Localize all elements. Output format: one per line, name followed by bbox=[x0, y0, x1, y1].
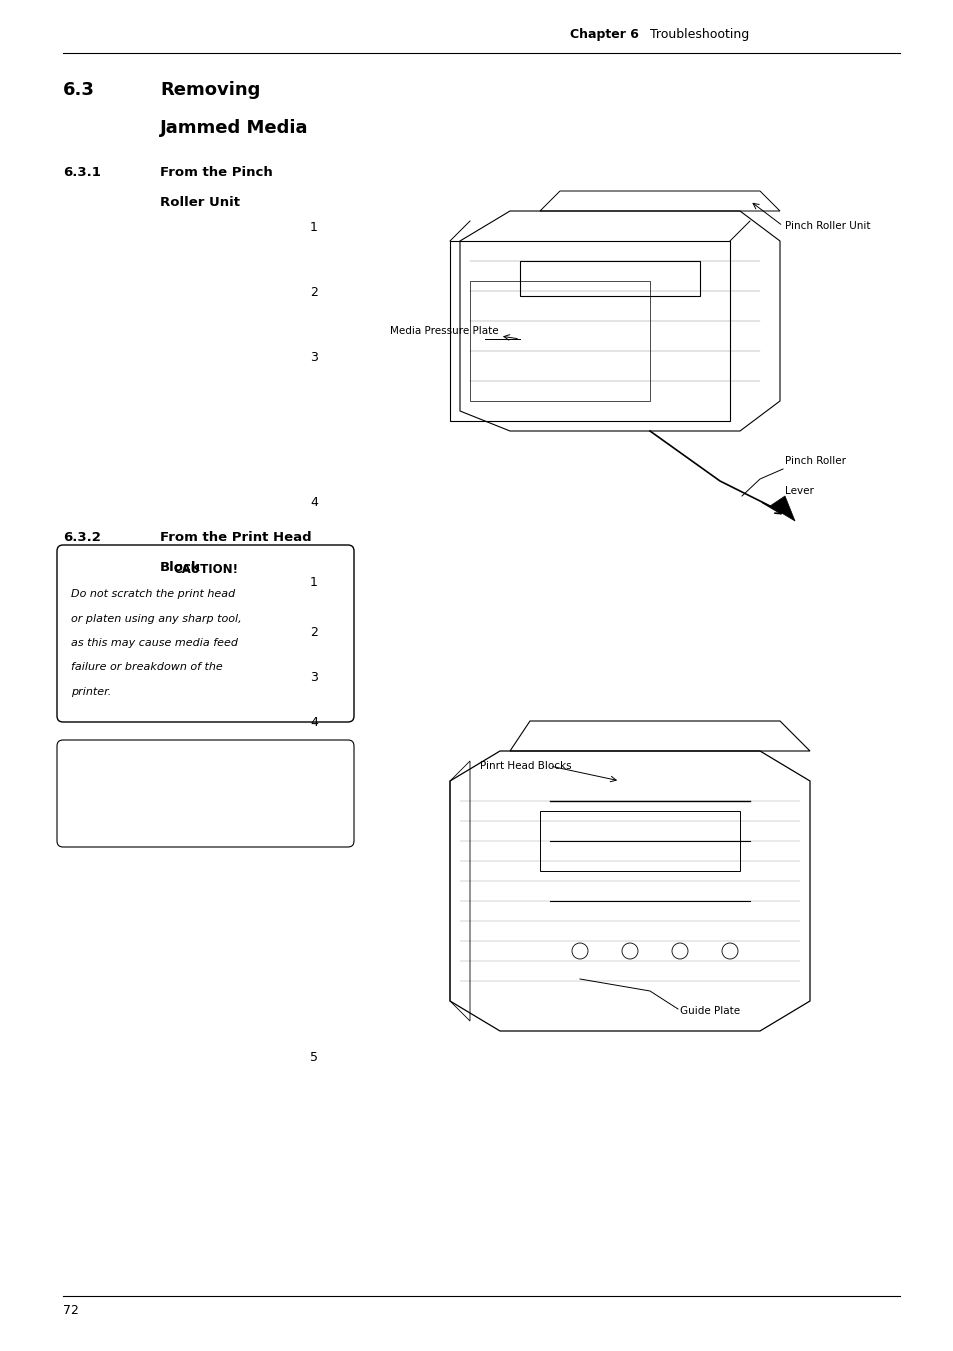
Text: Do not scratch the print head: Do not scratch the print head bbox=[71, 589, 235, 598]
Text: Block: Block bbox=[160, 561, 200, 574]
Text: as this may cause media feed: as this may cause media feed bbox=[71, 638, 237, 648]
Text: Guide Plate: Guide Plate bbox=[679, 1006, 740, 1016]
Text: 1: 1 bbox=[310, 222, 317, 234]
Text: Lever: Lever bbox=[784, 486, 813, 496]
FancyBboxPatch shape bbox=[57, 544, 354, 721]
Text: 2: 2 bbox=[310, 626, 317, 639]
Text: Roller Unit: Roller Unit bbox=[160, 196, 240, 209]
Text: 6.3.1: 6.3.1 bbox=[63, 166, 101, 178]
Text: CAUTION!: CAUTION! bbox=[172, 563, 237, 576]
Text: 3: 3 bbox=[310, 671, 317, 684]
Text: Media Pressure Plate: Media Pressure Plate bbox=[390, 326, 498, 336]
Text: 1: 1 bbox=[310, 576, 317, 589]
FancyBboxPatch shape bbox=[57, 740, 354, 847]
Text: 3: 3 bbox=[310, 351, 317, 363]
Text: failure or breakdown of the: failure or breakdown of the bbox=[71, 662, 222, 673]
Text: From the Pinch: From the Pinch bbox=[160, 166, 273, 178]
Text: or platen using any sharp tool,: or platen using any sharp tool, bbox=[71, 613, 241, 624]
Text: Jammed Media: Jammed Media bbox=[160, 119, 308, 136]
Text: Chapter 6: Chapter 6 bbox=[569, 28, 639, 41]
Text: Pinch Roller: Pinch Roller bbox=[784, 457, 845, 466]
Text: Troubleshooting: Troubleshooting bbox=[649, 28, 748, 41]
Text: Pinrt Head Blocks: Pinrt Head Blocks bbox=[479, 761, 571, 771]
Text: 2: 2 bbox=[310, 286, 317, 299]
Text: 4: 4 bbox=[310, 496, 317, 509]
Text: printer.: printer. bbox=[71, 688, 112, 697]
Text: Removing: Removing bbox=[160, 81, 260, 99]
Text: 6.3: 6.3 bbox=[63, 81, 94, 99]
Polygon shape bbox=[769, 496, 794, 521]
Text: 5: 5 bbox=[310, 1051, 317, 1065]
Text: Pinch Roller Unit: Pinch Roller Unit bbox=[784, 222, 869, 231]
Text: 72: 72 bbox=[63, 1304, 79, 1317]
Text: 6.3.2: 6.3.2 bbox=[63, 531, 101, 544]
Text: 4: 4 bbox=[310, 716, 317, 730]
Text: From the Print Head: From the Print Head bbox=[160, 531, 312, 544]
